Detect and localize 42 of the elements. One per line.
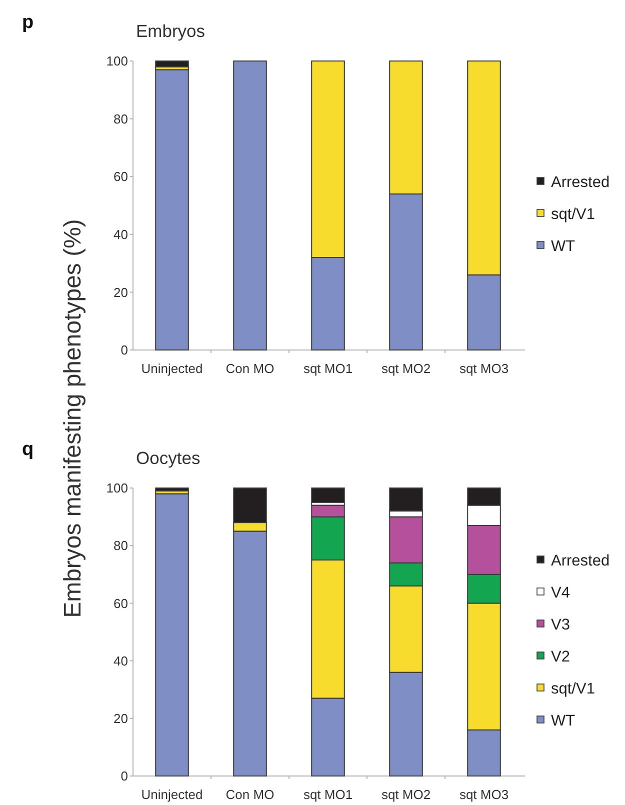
x-tick-label: Uninjected (141, 361, 203, 376)
y-tick-label: 40 (114, 226, 128, 242)
x-tick-label: Con MO (226, 787, 274, 802)
text: q (22, 439, 34, 460)
y-tick-label: 0 (120, 768, 128, 784)
y-tick-label: 60 (114, 169, 128, 184)
y-tick-label: 40 (114, 653, 128, 668)
legend-label: V2 (551, 648, 570, 666)
y-tick-label: 20 (114, 710, 128, 726)
bar (155, 488, 189, 492)
text: p (22, 12, 34, 33)
legend-label: Arrested (551, 174, 610, 191)
y-tick-label: 80 (114, 111, 128, 126)
x-tick-label: sqt MO1 (303, 361, 353, 376)
x-tick-label: Uninjected (141, 787, 203, 802)
y-tick-label: 100 (106, 480, 128, 496)
legend-label: WT (551, 238, 576, 255)
x-tick-label: Con MO (226, 361, 274, 376)
y-axis-title: Embryos manifesting phenotypes (%) (59, 219, 86, 618)
x-tick-label: sqt MO3 (459, 787, 509, 802)
bar (233, 60, 267, 350)
x-tick-label: sqt MO1 (303, 787, 353, 802)
legend-label: V3 (551, 616, 570, 634)
legend-label: WT (551, 712, 576, 730)
bar (311, 488, 345, 503)
legend-label: Arrested (551, 552, 610, 570)
bar (155, 60, 189, 68)
legend-label: sqt/V1 (551, 206, 595, 223)
x-tick-label: sqt MO2 (381, 361, 431, 376)
y-tick-label: 20 (114, 284, 128, 300)
bar (155, 493, 189, 776)
legend-label: V4 (551, 584, 570, 602)
chart-title: Oocytes (136, 448, 200, 468)
chart-title: Embryos (136, 21, 206, 41)
y-tick-label: 0 (120, 342, 128, 358)
y-tick-label: 60 (114, 596, 128, 611)
x-tick-label: sqt MO3 (459, 361, 509, 376)
y-tick-label: 100 (106, 54, 128, 69)
x-tick-label: sqt MO2 (381, 787, 431, 802)
legend-label: sqt/V1 (551, 680, 595, 698)
y-tick-label: 80 (114, 538, 128, 554)
bar (155, 69, 189, 350)
